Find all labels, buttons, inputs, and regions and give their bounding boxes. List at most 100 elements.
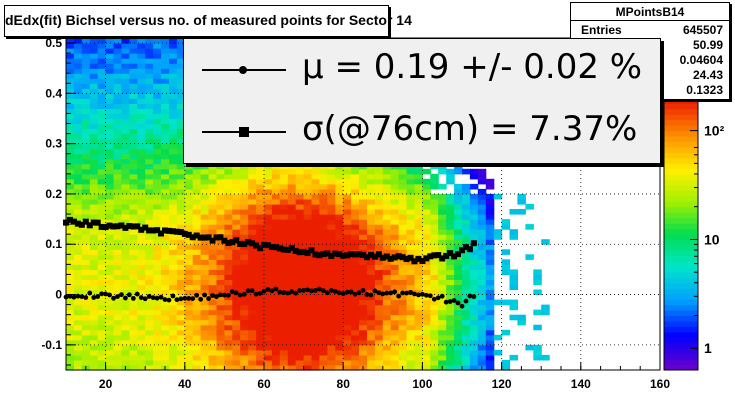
heatmap-cell: [176, 324, 186, 331]
heatmap-cell: [335, 339, 344, 346]
heatmap-cell: [390, 269, 400, 275]
heatmap-cell: [319, 334, 328, 341]
heatmap-cell: [327, 324, 336, 331]
heatmap-cell: [184, 204, 194, 210]
heatmap-cell: [208, 188, 218, 195]
heatmap-cell: [105, 279, 115, 286]
heatmap-cell: [81, 103, 91, 109]
heatmap-cell: [161, 204, 170, 210]
heatmap-cell: [169, 158, 178, 165]
mean-marker: [435, 295, 441, 301]
heatmap-cell: [232, 294, 241, 301]
heatmap-cell: [161, 234, 170, 240]
heatmap-cell: [105, 249, 115, 255]
heatmap-cell: [367, 214, 376, 220]
heatmap-cell: [264, 193, 273, 200]
heatmap-cell: [382, 299, 392, 306]
heatmap-cell: [129, 319, 138, 326]
heatmap-cell: [97, 304, 107, 311]
heatmap-cell: [216, 264, 225, 270]
heatmap-cell: [430, 199, 439, 205]
heatmap-cell: [89, 53, 99, 59]
heatmap-cell: [73, 118, 83, 125]
heatmap-cell: [192, 229, 202, 235]
color-bar-cell: [664, 119, 698, 126]
mean-marker: [352, 291, 358, 297]
heatmap-cell: [97, 279, 107, 286]
sigma-marker: [395, 253, 402, 260]
heatmap-cell: [137, 344, 146, 351]
heatmap-cell: [97, 133, 107, 140]
heatmap-cell: [414, 365, 423, 371]
heatmap-cell: [137, 329, 146, 336]
heatmap-cell: [359, 173, 368, 180]
heatmap-cell: [121, 219, 130, 225]
heatmap-cell: [97, 339, 107, 346]
heatmap-cell: [414, 279, 423, 286]
heatmap-cell: [145, 158, 154, 165]
heatmap-cell: [81, 143, 91, 150]
heatmap-cell: [374, 168, 384, 175]
heatmap-cell: [279, 163, 289, 170]
sigma-marker: [344, 252, 351, 259]
heatmap-cell: [311, 239, 320, 245]
heatmap-cell: [382, 349, 392, 356]
heatmap-cell: [73, 178, 83, 185]
heatmap-cell: [406, 344, 416, 351]
heatmap-cell: [240, 173, 249, 180]
heatmap-cell: [303, 244, 313, 250]
heatmap-cell: [137, 43, 146, 49]
heatmap-cell: [398, 224, 408, 230]
heatmap-cell: [192, 188, 202, 195]
heatmap-cell: [184, 224, 194, 230]
heatmap-cell: [232, 279, 241, 286]
heatmap-cell: [224, 349, 233, 356]
heatmap-cell: [169, 344, 178, 351]
heatmap-cell: [390, 193, 400, 200]
heatmap-cell: [192, 219, 202, 225]
heatmap-cell: [161, 359, 170, 366]
heatmap-cell: [176, 249, 186, 255]
heatmap-cell: [184, 199, 194, 205]
heatmap-cell: [295, 178, 305, 185]
heatmap-cell: [335, 229, 344, 235]
heatmap-cell: [279, 219, 289, 225]
heatmap-cell: [374, 173, 384, 180]
sigma-marker: [427, 253, 434, 260]
heatmap-cell: [351, 274, 360, 280]
heatmap-cell: [256, 214, 265, 220]
heatmap-cell: [216, 274, 225, 280]
heatmap-cell: [485, 294, 495, 301]
heatmap-cell: [454, 269, 463, 275]
heatmap-cell: [73, 188, 83, 195]
heatmap-cell: [97, 239, 107, 245]
heatmap-cell: [485, 219, 495, 225]
heatmap-cell: [390, 234, 400, 240]
heatmap-cell: [279, 254, 289, 260]
heatmap-cell: [414, 193, 423, 200]
heatmap-cell: [161, 219, 170, 225]
heatmap-cell: [390, 344, 400, 351]
heatmap-cell: [169, 108, 178, 114]
heatmap-cell: [81, 304, 91, 311]
heatmap-cell: [327, 199, 336, 205]
heatmap-cell: [73, 103, 83, 109]
heatmap-cell: [105, 123, 115, 130]
heatmap-cell: [351, 224, 360, 230]
heatmap-cell: [240, 193, 249, 200]
heatmap-cell: [374, 204, 384, 210]
heatmap-cell: [89, 329, 99, 336]
heatmap-cell: [66, 269, 75, 275]
heatmap-cell: [390, 314, 400, 321]
heatmap-cell: [208, 339, 218, 346]
heatmap-cell: [406, 209, 416, 215]
heatmap-cell: [113, 38, 122, 44]
heatmap-cell: [153, 78, 162, 84]
heatmap-cell: [169, 309, 178, 316]
heatmap-cell: [374, 344, 384, 351]
heatmap-cell: [271, 365, 281, 371]
sigma-marker: [142, 224, 149, 231]
heatmap-cell: [287, 304, 297, 311]
heatmap-cell: [129, 103, 138, 109]
heatmap-cell: [454, 234, 463, 240]
